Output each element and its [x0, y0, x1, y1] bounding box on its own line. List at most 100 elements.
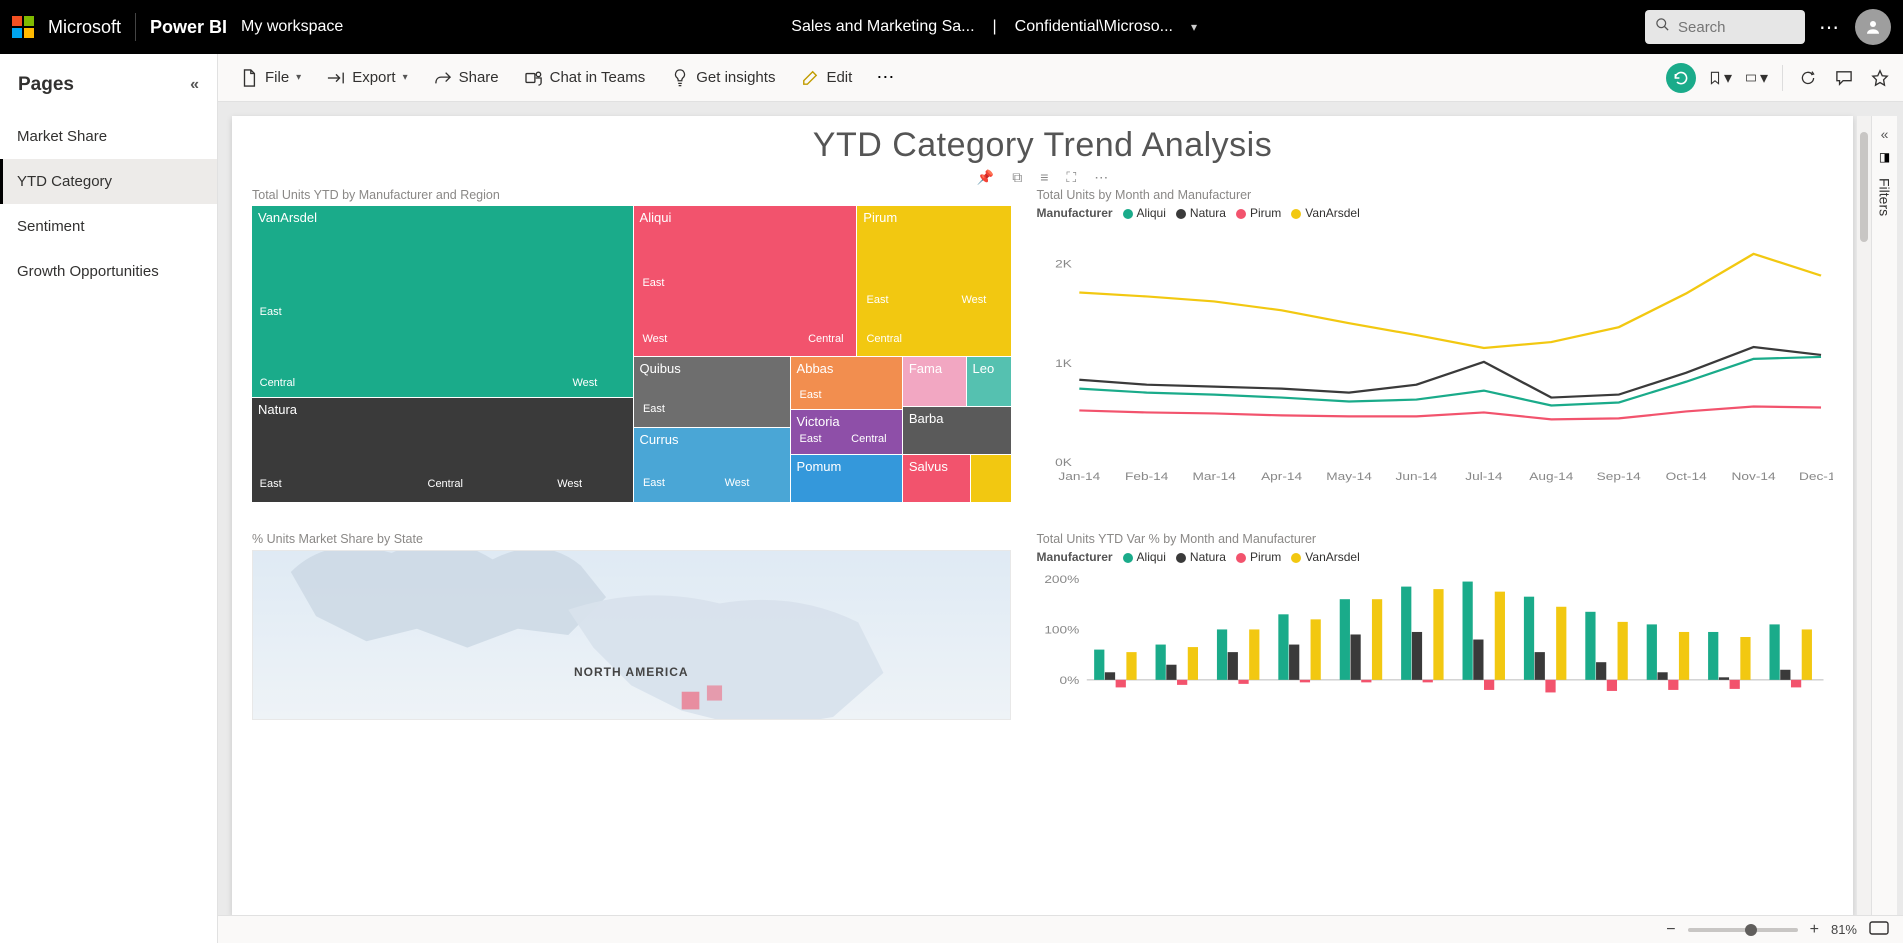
- bar[interactable]: [1585, 612, 1595, 680]
- favorite-button[interactable]: [1869, 67, 1891, 89]
- report-name[interactable]: Sales and Marketing Sa...: [791, 18, 974, 36]
- bar[interactable]: [1126, 652, 1136, 680]
- bar[interactable]: [1361, 680, 1371, 683]
- legend-item[interactable]: VanArsdel: [1291, 550, 1359, 564]
- reset-button[interactable]: [1666, 63, 1696, 93]
- zoom-in-button[interactable]: +: [1810, 921, 1819, 939]
- treemap-cell[interactable]: Leo: [967, 357, 1011, 407]
- bar[interactable]: [1769, 624, 1779, 679]
- page-tab[interactable]: Growth Opportunities: [0, 249, 217, 294]
- bar[interactable]: [1115, 680, 1125, 688]
- bar[interactable]: [1484, 680, 1494, 690]
- page-tab[interactable]: Sentiment: [0, 204, 217, 249]
- bar[interactable]: [1289, 645, 1299, 680]
- filter-icon[interactable]: ≡: [1040, 169, 1048, 186]
- bar[interactable]: [1249, 629, 1259, 679]
- filters-icon[interactable]: ◨: [1879, 150, 1890, 164]
- account-avatar[interactable]: [1855, 9, 1891, 45]
- filters-label[interactable]: Filters: [1877, 178, 1893, 216]
- bar[interactable]: [1556, 607, 1566, 680]
- bar[interactable]: [1433, 589, 1443, 680]
- search-box[interactable]: [1645, 10, 1805, 44]
- view-button[interactable]: ▾: [1746, 67, 1768, 89]
- bar[interactable]: [1791, 680, 1801, 688]
- legend-item[interactable]: Aliqui: [1123, 206, 1166, 220]
- line-series[interactable]: [1079, 406, 1821, 419]
- bar[interactable]: [1166, 665, 1176, 680]
- fit-to-page-button[interactable]: [1869, 921, 1889, 938]
- more-options-button[interactable]: ⋯: [1819, 15, 1841, 40]
- export-menu[interactable]: Export▾: [317, 63, 417, 93]
- expand-filters-button[interactable]: «: [1881, 126, 1889, 142]
- scrollbar-thumb[interactable]: [1860, 132, 1868, 242]
- bar[interactable]: [1422, 680, 1432, 683]
- treemap-cell[interactable]: AbbasEast: [791, 357, 903, 410]
- page-tab[interactable]: Market Share: [0, 114, 217, 159]
- more-icon[interactable]: ⋯: [1094, 169, 1108, 186]
- zoom-slider-knob[interactable]: [1745, 924, 1757, 936]
- treemap-cell[interactable]: AliquiEastWestCentral: [634, 206, 858, 357]
- bar[interactable]: [1339, 599, 1349, 680]
- bar[interactable]: [1523, 597, 1533, 680]
- treemap-cell[interactable]: VanArsdelEastCentralWest: [252, 206, 634, 398]
- bar[interactable]: [1534, 652, 1544, 680]
- bar[interactable]: [1617, 622, 1627, 680]
- canvas-scrollbar[interactable]: [1857, 116, 1871, 915]
- bar[interactable]: [1678, 632, 1688, 680]
- treemap-visual[interactable]: Total Units YTD by Manufacturer and Regi…: [252, 188, 1011, 522]
- bar[interactable]: [1473, 640, 1483, 680]
- bar[interactable]: [1310, 619, 1320, 679]
- bar[interactable]: [1740, 637, 1750, 680]
- zoom-out-button[interactable]: −: [1666, 921, 1675, 939]
- bar[interactable]: [1411, 632, 1421, 680]
- file-menu[interactable]: File▾: [230, 63, 311, 93]
- copy-icon[interactable]: ⧉: [1012, 169, 1022, 186]
- share-button[interactable]: Share: [424, 63, 509, 93]
- bar[interactable]: [1462, 582, 1472, 680]
- bar[interactable]: [1104, 672, 1114, 680]
- bar[interactable]: [1371, 599, 1381, 680]
- bar[interactable]: [1227, 652, 1237, 680]
- search-input[interactable]: [1678, 19, 1778, 36]
- bar[interactable]: [1646, 624, 1656, 679]
- line-series[interactable]: [1079, 254, 1821, 348]
- legend-item[interactable]: Natura: [1176, 550, 1226, 564]
- report-canvas[interactable]: YTD Category Trend Analysis 📌 ⧉ ≡ ⛶ ⋯ To…: [232, 116, 1853, 915]
- zoom-slider[interactable]: [1688, 928, 1798, 932]
- legend-item[interactable]: VanArsdel: [1291, 206, 1359, 220]
- comment-button[interactable]: [1833, 67, 1855, 89]
- chat-teams-button[interactable]: Chat in Teams: [515, 63, 656, 93]
- focus-icon[interactable]: ⛶: [1066, 169, 1076, 186]
- line-chart-visual[interactable]: Total Units by Month and Manufacturer Ma…: [1037, 188, 1833, 522]
- sensitivity-label[interactable]: Confidential\Microso...: [1015, 18, 1173, 36]
- line-series[interactable]: [1079, 347, 1821, 398]
- bar[interactable]: [1657, 672, 1667, 680]
- bar[interactable]: [1596, 662, 1606, 680]
- legend-item[interactable]: Natura: [1176, 206, 1226, 220]
- treemap-cell[interactable]: VictoriaEastCentral: [791, 410, 903, 454]
- treemap-cell[interactable]: CurrusEastWest: [634, 428, 791, 502]
- edit-button[interactable]: Edit: [791, 63, 862, 93]
- treemap-cell[interactable]: [971, 455, 1010, 502]
- bar[interactable]: [1278, 614, 1288, 680]
- collapse-pane-button[interactable]: «: [190, 76, 199, 94]
- treemap-cell[interactable]: Salvus: [903, 455, 971, 502]
- treemap-cell[interactable]: Fama: [903, 357, 967, 407]
- bar[interactable]: [1545, 680, 1555, 693]
- map-visual[interactable]: % Units Market Share by State NORTH AMER…: [252, 532, 1011, 740]
- app-name[interactable]: Power BI: [150, 17, 227, 38]
- bar[interactable]: [1708, 632, 1718, 680]
- bar[interactable]: [1187, 647, 1197, 680]
- bar-chart-visual[interactable]: Total Units YTD Var % by Month and Manuf…: [1037, 532, 1833, 740]
- treemap-cell[interactable]: PirumEastWestCentral: [857, 206, 1010, 357]
- legend-item[interactable]: Pirum: [1236, 206, 1281, 220]
- workspace-breadcrumb[interactable]: My workspace: [241, 18, 343, 36]
- get-insights-button[interactable]: Get insights: [661, 63, 785, 93]
- bar[interactable]: [1718, 677, 1728, 680]
- refresh-button[interactable]: [1797, 67, 1819, 89]
- chevron-down-icon[interactable]: ▾: [1191, 20, 1197, 34]
- bar[interactable]: [1155, 645, 1165, 680]
- legend-item[interactable]: Aliqui: [1123, 550, 1166, 564]
- bar[interactable]: [1494, 592, 1504, 680]
- more-commands-button[interactable]: ⋯: [868, 67, 904, 88]
